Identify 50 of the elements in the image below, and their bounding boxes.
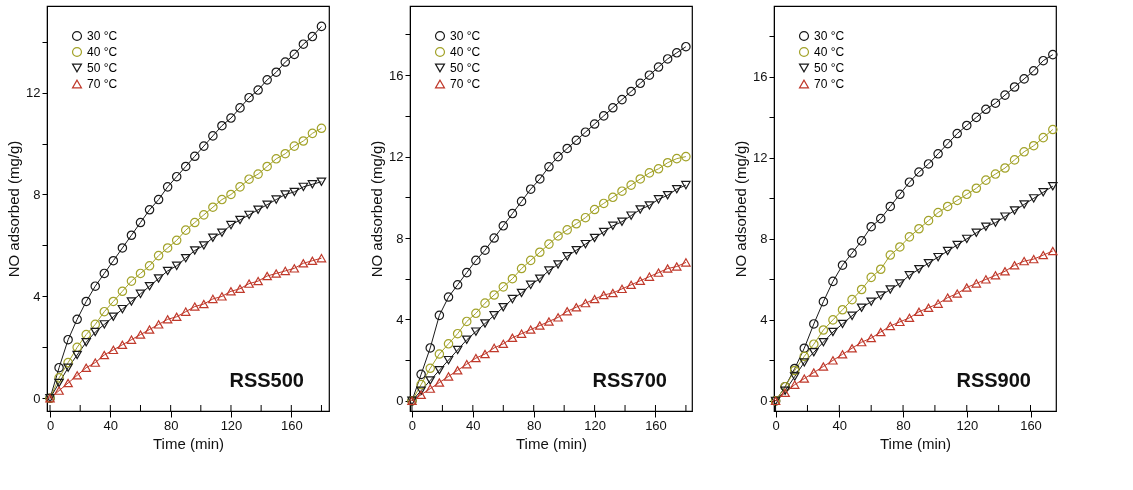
legend-label: 50 °C bbox=[814, 61, 845, 75]
y-tick-label: 4 bbox=[33, 288, 41, 304]
y-tick-label: 16 bbox=[753, 69, 768, 85]
y-tick-label: 12 bbox=[753, 150, 768, 166]
x-tick-label: 160 bbox=[280, 417, 303, 433]
x-axis-title: Time (min) bbox=[879, 434, 952, 452]
y-tick-label: 4 bbox=[396, 311, 404, 327]
x-tick-label: 160 bbox=[645, 417, 667, 433]
x-axis-title: Time (min) bbox=[515, 434, 588, 452]
y-tick-label: 0 bbox=[396, 393, 404, 409]
legend-label: 40 °C bbox=[450, 45, 481, 59]
annotation: RSS500 bbox=[229, 369, 304, 391]
y-tick-label: 8 bbox=[396, 230, 404, 246]
x-tick-label: 40 bbox=[466, 417, 481, 433]
legend-label: 40 °C bbox=[87, 45, 118, 59]
x-tick-label: 120 bbox=[584, 417, 606, 433]
y-tick-label: 4 bbox=[760, 312, 768, 328]
x-tick-label: 80 bbox=[163, 417, 179, 433]
legend-label: 50 °C bbox=[87, 61, 118, 75]
legend-label: 30 °C bbox=[814, 29, 845, 43]
y-tick-label: 16 bbox=[389, 67, 404, 83]
x-tick-label: 120 bbox=[220, 417, 243, 433]
legend-label: 30 °C bbox=[450, 29, 481, 43]
y-axis-title: NO adsorbed (mg/g) bbox=[732, 140, 750, 278]
y-tick-label: 0 bbox=[33, 390, 41, 406]
x-tick-label: 0 bbox=[408, 417, 417, 433]
legend-label: 70 °C bbox=[450, 77, 481, 91]
y-tick-label: 8 bbox=[33, 186, 41, 202]
x-tick-label: 80 bbox=[896, 417, 911, 433]
annotation: RSS900 bbox=[956, 369, 1031, 391]
legend-label: 50 °C bbox=[450, 61, 481, 75]
x-tick-label: 160 bbox=[1020, 417, 1042, 433]
x-tick-label: 0 bbox=[46, 417, 55, 433]
legend-label: 30 °C bbox=[87, 29, 118, 43]
x-tick-label: 120 bbox=[956, 417, 979, 433]
x-tick-label: 0 bbox=[772, 417, 780, 433]
annotation: RSS700 bbox=[592, 369, 667, 391]
legend-label: 70 °C bbox=[87, 77, 118, 91]
y-tick-label: 12 bbox=[26, 85, 41, 101]
x-tick-label: 80 bbox=[526, 417, 542, 433]
x-tick-label: 40 bbox=[832, 417, 848, 433]
y-tick-label: 0 bbox=[760, 393, 768, 409]
y-axis-title: NO adsorbed (mg/g) bbox=[5, 140, 23, 278]
y-tick-label: 12 bbox=[389, 149, 404, 165]
y-axis-title: NO adsorbed (mg/g) bbox=[368, 140, 386, 278]
x-tick-label: 40 bbox=[103, 417, 119, 433]
legend-label: 40 °C bbox=[814, 45, 845, 59]
x-axis-title: Time (min) bbox=[152, 434, 225, 452]
y-tick-label: 8 bbox=[760, 231, 768, 247]
legend-label: 70 °C bbox=[814, 77, 845, 91]
